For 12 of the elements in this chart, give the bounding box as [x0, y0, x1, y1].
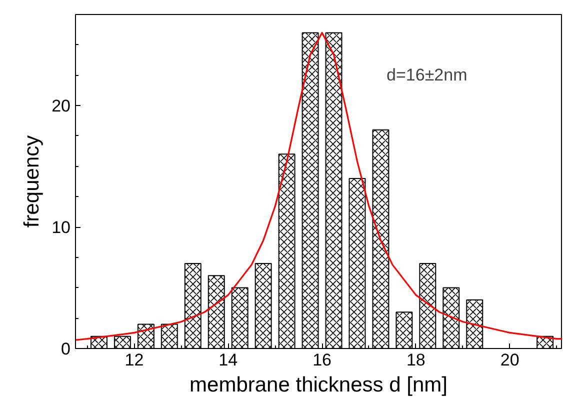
x-tick-label: 16 — [312, 350, 332, 370]
x-axis-title: membrane thickness d [nm] — [190, 374, 448, 396]
y-axis-title: frequency — [20, 134, 44, 228]
x-tick-label: 14 — [218, 350, 238, 370]
y-tick-label: 10 — [52, 218, 71, 238]
line-series — [76, 32, 562, 341]
y-tick-label: 0 — [61, 340, 71, 358]
x-tick-label: 18 — [406, 350, 426, 370]
annotation: d=16±2nm — [386, 66, 468, 85]
y-tick-label: 20 — [52, 96, 71, 116]
x-tick-label: 12 — [124, 350, 144, 370]
x-tick-label: 20 — [500, 350, 520, 370]
